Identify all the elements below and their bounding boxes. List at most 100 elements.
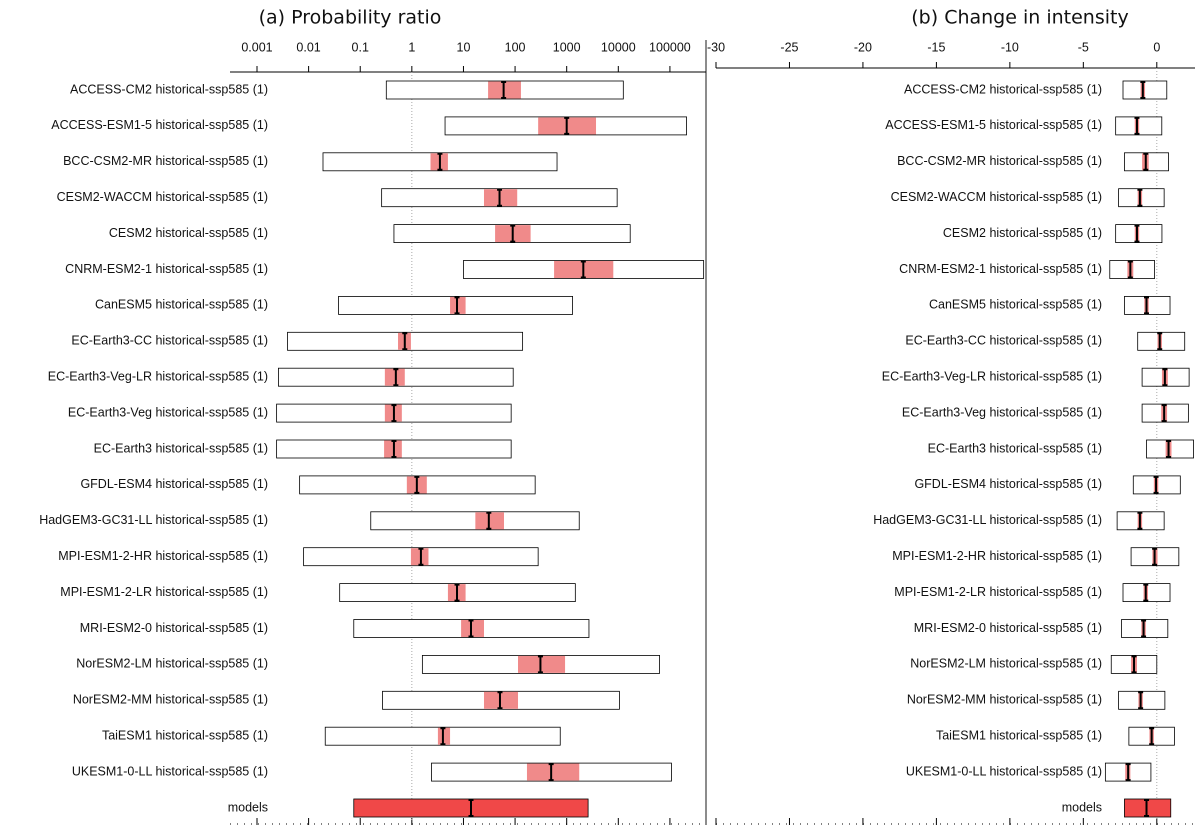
row-label: MRI-ESM2-0 historical-ssp585 (1) xyxy=(80,621,268,635)
row-label: BCC-CSM2-MR historical-ssp585 (1) xyxy=(897,154,1102,168)
row-label: MPI-ESM1-2-LR historical-ssp585 (1) xyxy=(894,585,1102,599)
x-tick-label: 1 xyxy=(408,40,415,54)
best-estimate xyxy=(1149,727,1155,746)
best-estimate xyxy=(1127,260,1133,279)
x-tick-label: -15 xyxy=(927,40,945,54)
row-label: models xyxy=(1062,800,1102,814)
row-label: TaiESM1 historical-ssp585 (1) xyxy=(936,728,1102,742)
best-estimate xyxy=(1143,152,1149,171)
best-estimate xyxy=(1131,655,1137,674)
best-estimate xyxy=(437,152,443,171)
best-estimate xyxy=(580,260,586,279)
x-tick-label: 0.01 xyxy=(296,40,320,54)
row-label: GFDL-ESM4 historical-ssp585 (1) xyxy=(914,477,1102,491)
row-label: models xyxy=(228,800,268,814)
ci-box xyxy=(410,548,429,566)
row-label: ACCESS-CM2 historical-ssp585 (1) xyxy=(70,82,268,96)
row-label: EC-Earth3-CC historical-ssp585 (1) xyxy=(71,334,268,348)
best-estimate xyxy=(454,296,460,315)
x-tick-label: 0.1 xyxy=(352,40,369,54)
row-label: NorESM2-MM historical-ssp585 (1) xyxy=(73,693,268,707)
row-label: MPI-ESM1-2-LR historical-ssp585 (1) xyxy=(60,585,268,599)
row-label: UKESM1-0-LL historical-ssp585 (1) xyxy=(906,764,1102,778)
best-estimate xyxy=(548,763,554,782)
best-estimate xyxy=(454,583,460,602)
row-label: CNRM-ESM2-1 historical-ssp585 (1) xyxy=(899,262,1102,276)
best-estimate xyxy=(1152,547,1158,566)
x-tick-label: -10 xyxy=(1001,40,1019,54)
row-label: CESM2 historical-ssp585 (1) xyxy=(943,226,1102,240)
x-tick-label: 0.001 xyxy=(241,40,272,54)
best-estimate xyxy=(1134,116,1140,135)
best-estimate xyxy=(497,691,503,710)
row-label: CanESM5 historical-ssp585 (1) xyxy=(95,298,268,312)
best-estimate xyxy=(1138,691,1144,710)
best-estimate xyxy=(1137,511,1143,530)
best-estimate xyxy=(537,655,543,674)
best-estimate xyxy=(486,511,492,530)
best-estimate xyxy=(468,799,474,817)
row-label: ACCESS-ESM1-5 historical-ssp585 (1) xyxy=(885,118,1102,132)
row-label: MRI-ESM2-0 historical-ssp585 (1) xyxy=(914,621,1102,635)
best-estimate xyxy=(402,332,408,351)
row-label: MPI-ESM1-2-HR historical-ssp585 (1) xyxy=(892,549,1102,563)
x-tick-label: -5 xyxy=(1078,40,1089,54)
ci-box xyxy=(518,655,566,673)
best-estimate xyxy=(440,727,446,746)
panel-title: (b) Change in intensity xyxy=(911,7,1128,29)
row-label: UKESM1-0-LL historical-ssp585 (1) xyxy=(72,764,268,778)
row-label: ACCESS-CM2 historical-ssp585 (1) xyxy=(904,82,1102,96)
best-estimate xyxy=(393,368,399,387)
best-estimate xyxy=(1134,224,1140,243)
best-estimate xyxy=(1144,296,1150,315)
x-tick-label: 1000 xyxy=(553,40,581,54)
best-estimate xyxy=(564,116,570,135)
best-estimate xyxy=(501,81,507,99)
row-label: EC-Earth3-Veg-LR historical-ssp585 (1) xyxy=(48,369,268,383)
ci-box xyxy=(437,727,451,745)
row-label: EC-Earth3-Veg-LR historical-ssp585 (1) xyxy=(882,369,1102,383)
row-label: EC-Earth3-Veg historical-ssp585 (1) xyxy=(68,405,268,419)
row-label: EC-Earth3-CC historical-ssp585 (1) xyxy=(905,334,1102,348)
best-estimate xyxy=(1141,619,1147,638)
row-label: CNRM-ESM2-1 historical-ssp585 (1) xyxy=(65,262,268,276)
best-estimate xyxy=(1144,799,1150,817)
x-tick-label: -25 xyxy=(780,40,798,54)
ci-box xyxy=(526,763,580,781)
row-label: CanESM5 historical-ssp585 (1) xyxy=(929,298,1102,312)
best-estimate xyxy=(1137,188,1143,207)
row-label: EC-Earth3 historical-ssp585 (1) xyxy=(928,441,1102,455)
best-estimate xyxy=(1166,440,1172,458)
best-estimate xyxy=(510,224,516,243)
panel-title: (a) Probability ratio xyxy=(259,7,442,29)
best-estimate xyxy=(1125,763,1131,782)
x-tick-label: -20 xyxy=(854,40,872,54)
best-estimate xyxy=(468,619,474,638)
best-estimate xyxy=(1153,475,1159,494)
ci-box xyxy=(384,368,405,386)
row-label: EC-Earth3 historical-ssp585 (1) xyxy=(94,441,268,455)
row-label: HadGEM3-GC31-LL historical-ssp585 (1) xyxy=(39,513,268,527)
x-tick-label: 0 xyxy=(1153,40,1160,54)
row-label: NorESM2-LM historical-ssp585 (1) xyxy=(910,657,1102,671)
x-tick-label: 100000 xyxy=(649,40,691,54)
best-estimate xyxy=(497,188,503,207)
x-tick-label: 100 xyxy=(505,40,526,54)
best-estimate xyxy=(1143,583,1149,602)
row-label: GFDL-ESM4 historical-ssp585 (1) xyxy=(80,477,268,491)
row-label: EC-Earth3-Veg historical-ssp585 (1) xyxy=(902,405,1102,419)
best-estimate xyxy=(1162,368,1168,387)
row-label: NorESM2-MM historical-ssp585 (1) xyxy=(907,693,1102,707)
x-tick-label: 10000 xyxy=(601,40,636,54)
row-label: NorESM2-LM historical-ssp585 (1) xyxy=(76,657,268,671)
best-estimate xyxy=(1140,81,1146,99)
row-label: CESM2-WACCM historical-ssp585 (1) xyxy=(891,190,1102,204)
range-box xyxy=(370,511,580,531)
row-label: CESM2-WACCM historical-ssp585 (1) xyxy=(57,190,268,204)
ci-box xyxy=(483,691,519,709)
ci-box xyxy=(461,620,484,637)
row-label: TaiESM1 historical-ssp585 (1) xyxy=(102,728,268,742)
best-estimate xyxy=(391,440,397,458)
row-label: HadGEM3-GC31-LL historical-ssp585 (1) xyxy=(873,513,1102,527)
row-label: ACCESS-ESM1-5 historical-ssp585 (1) xyxy=(51,118,268,132)
